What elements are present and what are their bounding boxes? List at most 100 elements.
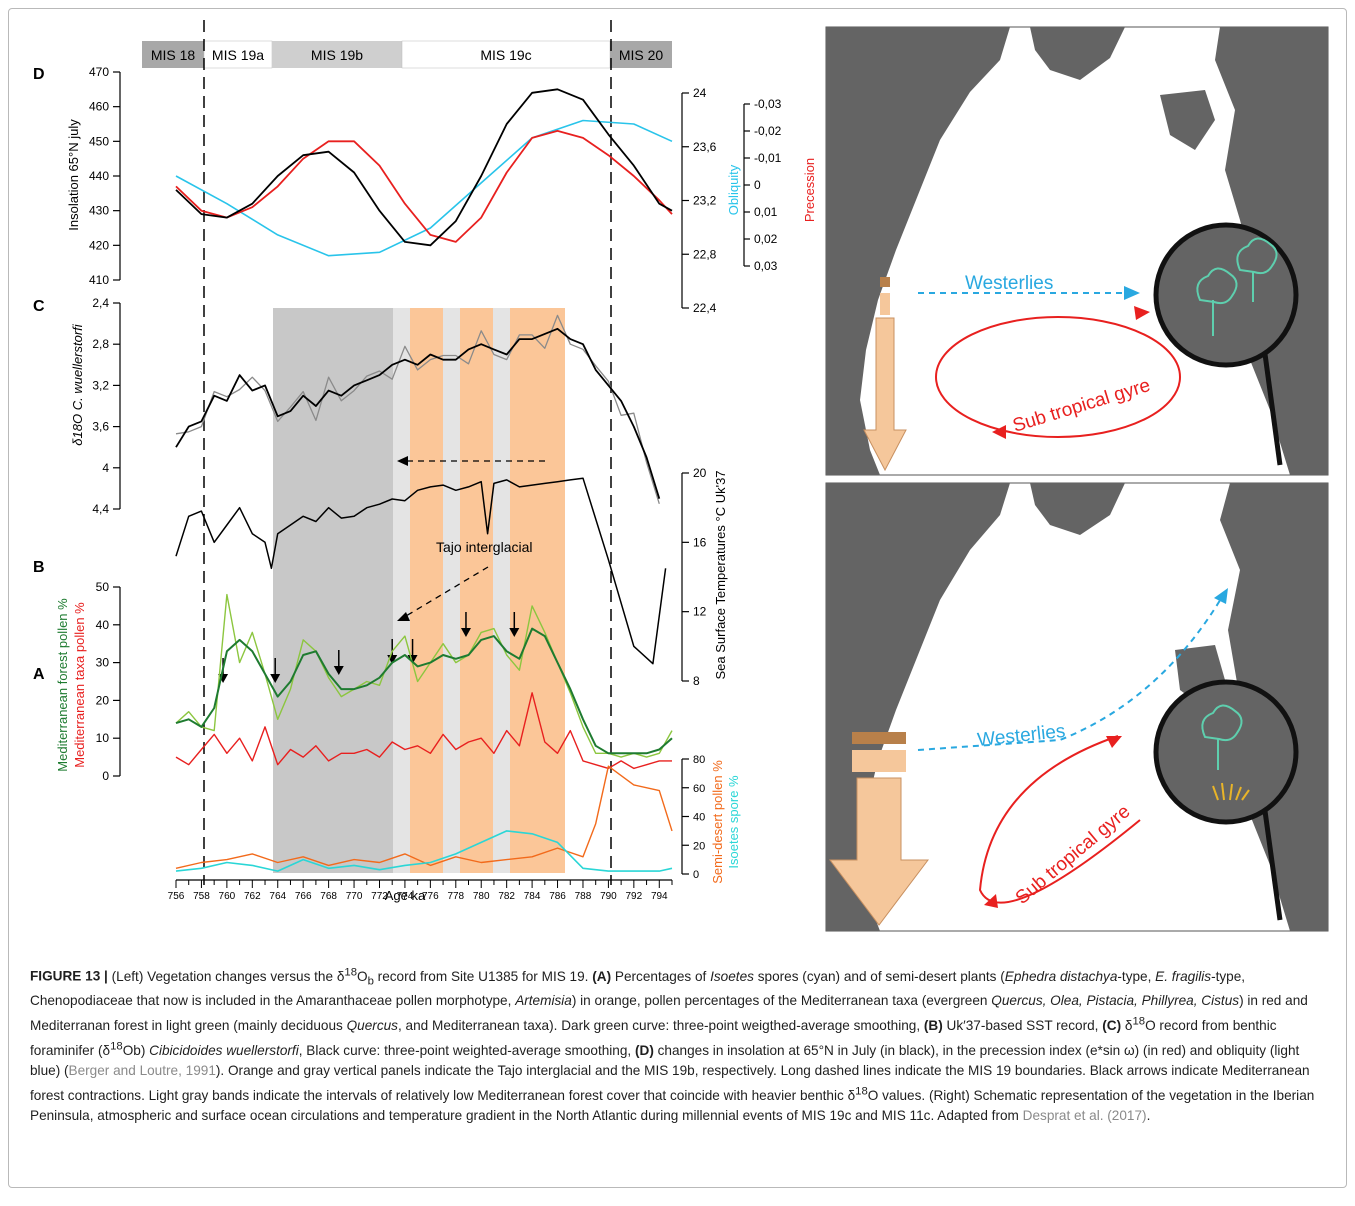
tick-label: 772 bbox=[371, 891, 388, 902]
westerlies-label: Westerlies bbox=[965, 273, 1053, 294]
british-isles-landmass bbox=[1160, 90, 1215, 150]
tick-label: 756 bbox=[168, 891, 185, 902]
tick-label: 0 bbox=[754, 178, 761, 192]
tick-label: 776 bbox=[422, 891, 439, 902]
tick-label: 40 bbox=[96, 618, 110, 632]
tick-label: 12 bbox=[693, 605, 707, 619]
contraction-arrowhead bbox=[460, 628, 471, 637]
figure-caption: FIGURE 13 | (Left) Vegetation changes ve… bbox=[30, 962, 1330, 1126]
arrow-head bbox=[397, 612, 410, 621]
caption-text: (Left) Vegetation changes versus the δ18… bbox=[30, 966, 1315, 1124]
tick-label: 780 bbox=[473, 891, 490, 902]
tick-label: 782 bbox=[498, 891, 515, 902]
magnifier-handle bbox=[1262, 353, 1283, 466]
tick-label: 788 bbox=[575, 891, 592, 902]
tick-label: 470 bbox=[89, 65, 109, 79]
tick-label: 10 bbox=[96, 731, 110, 745]
tree-icon bbox=[1201, 704, 1243, 770]
background-bands bbox=[273, 308, 565, 873]
stage-mis18-box bbox=[142, 41, 204, 68]
tick-label: 2,4 bbox=[92, 296, 109, 310]
contraction-arrowhead bbox=[509, 628, 520, 637]
tick-label: 770 bbox=[346, 891, 363, 902]
tick-label: 22,8 bbox=[693, 247, 717, 261]
tick-label: 0 bbox=[693, 869, 699, 881]
tick-label: 20 bbox=[693, 466, 707, 480]
gyre-arrowhead bbox=[984, 894, 998, 908]
stage-label: MIS 18 bbox=[151, 47, 196, 63]
bottom-map: Westerlies Sub tropical gyre bbox=[825, 482, 1329, 932]
greenland-landmass bbox=[1030, 27, 1125, 80]
westerlies-arrowhead bbox=[1124, 286, 1140, 300]
tick-label: 774 bbox=[397, 891, 414, 902]
tick-label: -0,02 bbox=[754, 124, 782, 138]
precession-axis-label: Precession bbox=[802, 158, 817, 222]
tick-label: 23,6 bbox=[693, 140, 717, 154]
sst-axis-label: Sea Surface Temperatures °C Uk'37 bbox=[713, 470, 728, 679]
magnifier-handle bbox=[1262, 810, 1283, 921]
contraction-arrowhead bbox=[407, 655, 418, 664]
tick-label: 0,03 bbox=[754, 259, 778, 273]
med-taxa-axis-label: Mediterranean taxa pollen % bbox=[72, 602, 87, 768]
tick-label: 766 bbox=[295, 891, 312, 902]
tajo-band bbox=[410, 308, 443, 873]
tick-label: 8 bbox=[693, 674, 700, 688]
tick-label: 762 bbox=[244, 891, 261, 902]
contraction-arrowhead bbox=[333, 666, 344, 675]
tick-label: 2,8 bbox=[92, 337, 109, 351]
semidesert-axis-label: Semi-desert pollen % bbox=[710, 760, 725, 884]
tick-label: 768 bbox=[320, 891, 337, 902]
tick-label: 80 bbox=[693, 754, 705, 766]
greenland-landmass bbox=[1030, 483, 1125, 535]
stage-label: MIS 19c bbox=[480, 47, 531, 63]
pollen-bar-marker bbox=[880, 293, 890, 315]
tajo-band bbox=[510, 308, 565, 873]
stage-mis20-box bbox=[610, 41, 672, 68]
tick-label: 410 bbox=[89, 273, 109, 287]
tick-label: 0,02 bbox=[754, 232, 778, 246]
iberia-magnifier bbox=[1153, 679, 1299, 825]
forest-axis-label: Mediterranean forest pollen % bbox=[55, 598, 70, 772]
chart-series bbox=[175, 88, 673, 872]
westerlies-arrowhead bbox=[1214, 588, 1228, 604]
westerlies-arrow bbox=[917, 596, 1223, 751]
insolation-axis-label: Insolation 65°N july bbox=[66, 119, 81, 231]
chart-axes: 4704604504404304204102423,623,222,822,4-… bbox=[89, 65, 782, 902]
forest-raw-line bbox=[175, 593, 673, 758]
semidesert-line bbox=[175, 765, 673, 869]
d18o-axis-label: δ18O C. wuellerstorfi bbox=[70, 323, 85, 445]
tick-label: 790 bbox=[600, 891, 617, 902]
figure-frame bbox=[8, 8, 1347, 1188]
forest-smoothed-line bbox=[175, 627, 673, 755]
panel-letter-a: A bbox=[33, 666, 45, 683]
gyre-curve bbox=[978, 735, 1141, 904]
tick-label: 30 bbox=[96, 656, 110, 670]
tick-label: 758 bbox=[193, 891, 210, 902]
tajo-annotation: Tajo interglacial bbox=[436, 539, 533, 555]
gyre-arrowhead bbox=[992, 425, 1006, 439]
panel-letter-d: D bbox=[33, 66, 45, 83]
tick-label: 20 bbox=[693, 840, 705, 852]
tick-label: 792 bbox=[626, 891, 643, 902]
stage-mis19a-box bbox=[203, 40, 273, 69]
caption-label: FIGURE 13 | bbox=[30, 968, 108, 984]
isoetes-axis-label: Isoetes spore % bbox=[726, 775, 741, 869]
isoetes-line bbox=[175, 830, 673, 872]
tick-label: 784 bbox=[524, 891, 541, 902]
north-america-landmass bbox=[826, 483, 1010, 931]
tick-label: 760 bbox=[219, 891, 236, 902]
d18o-smoothed-line bbox=[175, 327, 661, 499]
tick-label: 430 bbox=[89, 204, 109, 218]
gyre-arrowhead bbox=[1106, 736, 1122, 748]
tick-label: 20 bbox=[96, 693, 110, 707]
tick-label: 450 bbox=[89, 134, 109, 148]
panel-letter-c: C bbox=[33, 298, 45, 315]
precession-line bbox=[175, 129, 673, 243]
tick-label: 16 bbox=[693, 535, 707, 549]
north-america-landmass bbox=[826, 27, 1010, 475]
stage-mis19b-box bbox=[272, 41, 402, 68]
tick-label: 786 bbox=[549, 891, 566, 902]
tick-label: 4,4 bbox=[92, 502, 109, 516]
